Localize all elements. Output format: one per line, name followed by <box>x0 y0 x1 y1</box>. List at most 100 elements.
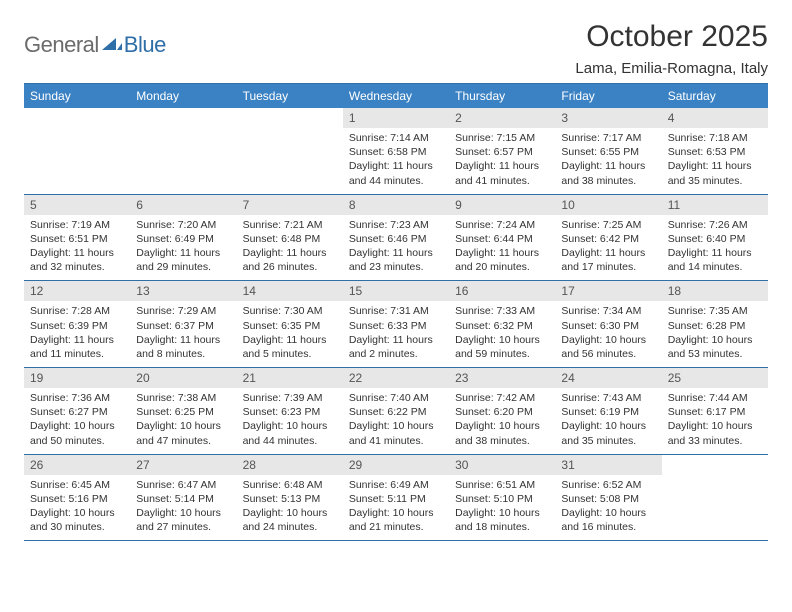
sunrise-line: Sunrise: 6:49 AM <box>349 478 443 492</box>
sunrise-line: Sunrise: 7:43 AM <box>561 391 655 405</box>
day-number-cell: 31 <box>555 454 661 475</box>
day-info-cell: Sunrise: 7:14 AMSunset: 6:58 PMDaylight:… <box>343 128 449 194</box>
day-number-cell: 24 <box>555 368 661 389</box>
sunrise-line: Sunrise: 7:39 AM <box>243 391 337 405</box>
day-number-cell: 2 <box>449 108 555 128</box>
daylight-line: Daylight: 10 hours and 21 minutes. <box>349 506 443 534</box>
day-number-cell: 29 <box>343 454 449 475</box>
sunrise-line: Sunrise: 7:20 AM <box>136 218 230 232</box>
day-info-cell: Sunrise: 7:15 AMSunset: 6:57 PMDaylight:… <box>449 128 555 194</box>
sunset-line: Sunset: 6:27 PM <box>30 405 124 419</box>
day-number-cell: 11 <box>662 194 768 215</box>
daylight-line: Daylight: 11 hours and 32 minutes. <box>30 246 124 274</box>
daylight-line: Daylight: 11 hours and 14 minutes. <box>668 246 762 274</box>
day-info-row: Sunrise: 7:28 AMSunset: 6:39 PM Daylight:… <box>24 301 768 367</box>
daylight-line: Daylight: 10 hours and 38 minutes. <box>455 419 549 447</box>
day-info-cell: Sunrise: 7:44 AMSunset: 6:17 PMDaylight:… <box>662 388 768 454</box>
daylight-line: Daylight: 10 hours and 35 minutes. <box>561 419 655 447</box>
sunrise-line: Sunrise: 7:28 AM <box>30 304 124 318</box>
daylight-line: Daylight: 10 hours and 56 minutes. <box>561 333 655 361</box>
weekday-header: Tuesday <box>237 84 343 109</box>
day-number-cell: 18 <box>662 281 768 302</box>
day-info-cell <box>130 128 236 194</box>
day-info-cell: Sunrise: 7:31 AMSunset: 6:33 PMDaylight:… <box>343 301 449 367</box>
day-number-cell: 7 <box>237 194 343 215</box>
sunrise-line: Sunrise: 7:33 AM <box>455 304 549 318</box>
day-number-row: 262728293031 <box>24 454 768 475</box>
sunset-line: Sunset: 6:30 PM <box>561 319 655 333</box>
weekday-header: Saturday <box>662 84 768 109</box>
sunrise-line: Sunrise: 6:48 AM <box>243 478 337 492</box>
day-number-cell: 8 <box>343 194 449 215</box>
sunset-line: Sunset: 6:19 PM <box>561 405 655 419</box>
day-number-cell: 15 <box>343 281 449 302</box>
day-info-cell: Sunrise: 6:49 AMSunset: 5:11 PMDaylight:… <box>343 475 449 541</box>
daylight-line: Daylight: 11 hours and 26 minutes. <box>243 246 337 274</box>
day-number-cell: 27 <box>130 454 236 475</box>
day-number-cell: 23 <box>449 368 555 389</box>
day-info-cell: Sunrise: 7:21 AMSunset: 6:48 PMDaylight:… <box>237 215 343 281</box>
sunrise-line: Sunrise: 7:14 AM <box>349 131 443 145</box>
daylight-line: Daylight: 10 hours and 50 minutes. <box>30 419 124 447</box>
sunset-line: Sunset: 5:11 PM <box>349 492 443 506</box>
daylight-line: Daylight: 11 hours and 35 minutes. <box>668 159 762 187</box>
daylight-line: Daylight: 10 hours and 16 minutes. <box>561 506 655 534</box>
day-number-row: 19202122232425 <box>24 368 768 389</box>
sunset-line: Sunset: 6:39 PM <box>30 319 124 333</box>
day-info-cell: Sunrise: 7:42 AMSunset: 6:20 PMDaylight:… <box>449 388 555 454</box>
day-info-cell: Sunrise: 7:28 AMSunset: 6:39 PMDaylight:… <box>24 301 130 367</box>
daylight-line: Daylight: 11 hours and 17 minutes. <box>561 246 655 274</box>
daylight-line: Daylight: 10 hours and 33 minutes. <box>668 419 762 447</box>
sunrise-line: Sunrise: 7:26 AM <box>668 218 762 232</box>
daylight-line: Daylight: 10 hours and 47 minutes. <box>136 419 230 447</box>
sunrise-line: Sunrise: 7:19 AM <box>30 218 124 232</box>
day-info-row: Sunrise: 7:14 AMSunset: 6:58 PMDaylight:… <box>24 128 768 194</box>
day-number-cell: 13 <box>130 281 236 302</box>
logo: General Blue <box>24 20 166 58</box>
sunset-line: Sunset: 5:14 PM <box>136 492 230 506</box>
sunrise-line: Sunrise: 7:31 AM <box>349 304 443 318</box>
daylight-line: Daylight: 11 hours and 38 minutes. <box>561 159 655 187</box>
day-info-cell: Sunrise: 7:38 AMSunset: 6:25 PMDaylight:… <box>130 388 236 454</box>
sunset-line: Sunset: 6:25 PM <box>136 405 230 419</box>
daylight-line: Daylight: 10 hours and 41 minutes. <box>349 419 443 447</box>
day-number-cell: 17 <box>555 281 661 302</box>
day-number-cell: 22 <box>343 368 449 389</box>
daylight-line: Daylight: 11 hours and 5 minutes. <box>243 333 337 361</box>
daylight-line: Daylight: 10 hours and 44 minutes. <box>243 419 337 447</box>
day-number-row: 1234 <box>24 108 768 128</box>
day-number-cell <box>237 108 343 128</box>
sunset-line: Sunset: 6:40 PM <box>668 232 762 246</box>
sunset-line: Sunset: 6:44 PM <box>455 232 549 246</box>
day-number-cell: 5 <box>24 194 130 215</box>
day-number-cell <box>130 108 236 128</box>
daylight-line: Daylight: 11 hours and 29 minutes. <box>136 246 230 274</box>
day-info-cell: Sunrise: 7:35 AMSunset: 6:28 PMDaylight:… <box>662 301 768 367</box>
day-info-cell: Sunrise: 7:30 AMSunset: 6:35 PMDaylight:… <box>237 301 343 367</box>
sunset-line: Sunset: 5:10 PM <box>455 492 549 506</box>
weekday-header: Wednesday <box>343 84 449 109</box>
sunrise-line: Sunrise: 6:45 AM <box>30 478 124 492</box>
day-info-cell <box>662 475 768 541</box>
day-number-cell <box>662 454 768 475</box>
day-info-cell: Sunrise: 6:51 AMSunset: 5:10 PMDaylight:… <box>449 475 555 541</box>
day-info-cell: Sunrise: 6:52 AMSunset: 5:08 PMDaylight:… <box>555 475 661 541</box>
daylight-line: Daylight: 10 hours and 53 minutes. <box>668 333 762 361</box>
day-info-cell: Sunrise: 7:39 AMSunset: 6:23 PMDaylight:… <box>237 388 343 454</box>
day-info-cell <box>237 128 343 194</box>
header: General Blue October 2025 Lama, Emilia-R… <box>24 20 768 77</box>
logo-text-general: General <box>24 32 99 58</box>
sunset-line: Sunset: 6:57 PM <box>455 145 549 159</box>
sunset-line: Sunset: 6:20 PM <box>455 405 549 419</box>
daylight-line: Daylight: 10 hours and 18 minutes. <box>455 506 549 534</box>
logo-mark-icon <box>102 36 122 52</box>
day-info-cell: Sunrise: 7:25 AMSunset: 6:42 PMDaylight:… <box>555 215 661 281</box>
day-info-cell: Sunrise: 7:36 AMSunset: 6:27 PMDaylight:… <box>24 388 130 454</box>
day-info-cell: Sunrise: 6:45 AMSunset: 5:16 PMDaylight:… <box>24 475 130 541</box>
weekday-header: Friday <box>555 84 661 109</box>
sunrise-line: Sunrise: 7:25 AM <box>561 218 655 232</box>
title-block: October 2025 Lama, Emilia-Romagna, Italy <box>575 20 768 77</box>
calendar-table: Sunday Monday Tuesday Wednesday Thursday… <box>24 83 768 541</box>
sunset-line: Sunset: 6:28 PM <box>668 319 762 333</box>
sunset-line: Sunset: 6:46 PM <box>349 232 443 246</box>
